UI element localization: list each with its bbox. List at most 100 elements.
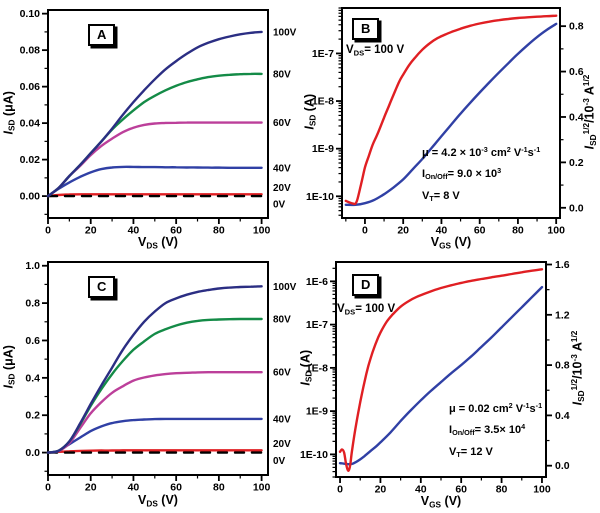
output-plot-a: 0 20 40 60 80 100 0.00 0.02 0.04 0.06 0.08 0.10 20V 0… <box>20 8 297 237</box>
curve-label-60V: 60V <box>273 368 291 379</box>
transfer-plot-b: 0 20 40 60 80 100 1E-7 1E-8 1E-9 1E-10 0.0 0.2 0.4 0.… <box>306 7 584 237</box>
y-tick-label: 0.0 <box>25 447 40 459</box>
x-tick-label: 60 <box>474 225 486 237</box>
right-y-tick-label: 0.6 <box>569 66 584 78</box>
x-tick-label: 20 <box>85 225 97 237</box>
x-tick-label: 40 <box>415 484 427 496</box>
transfer-plot-d: 0 20 40 60 80 100 1E-6 1E-7 1E-8 1E-9 1E-10 0.0 0.4 0… <box>300 259 570 496</box>
x-tick-label: 0 <box>362 225 368 237</box>
right-y-tick-label: 0.8 <box>569 21 584 33</box>
x-tick-label: 20 <box>85 482 97 494</box>
x-axis-label-a: VDS (V) <box>138 235 178 251</box>
x-tick-label: 100 <box>533 484 551 496</box>
output-plot-c: 0 20 40 60 80 100 0.0 0.2 0.4 0.6 0.8 1.0 20V 0V 40V 60… <box>25 260 297 494</box>
x-tick-label: 60 <box>455 484 467 496</box>
device-parameters-d: μ = 0.02 cm2 V-1s-1 IOn/Off= 3.5× 104 VT… <box>449 397 542 465</box>
curve-label-20V: 20V <box>273 439 291 450</box>
x-tick-label: 40 <box>128 482 140 494</box>
x-tick-label: 0 <box>45 225 51 237</box>
curve-80V <box>46 317 263 454</box>
x-tick-label: 80 <box>213 482 225 494</box>
right-y-tick-label: 0.8 <box>555 360 570 372</box>
plot-frame <box>47 9 269 219</box>
curve-ISD-log <box>338 268 544 472</box>
x-axis-label-d: VGS (V) <box>420 494 462 510</box>
panel-d-transfer-characteristics: 0 20 40 60 80 100 1E-6 1E-7 1E-8 1E-9 1E-10 0.0 0.4 0… <box>298 256 600 513</box>
curve-sqrt-ISD <box>338 285 544 466</box>
curve-100V <box>46 285 263 454</box>
vds-annotation-d: VDS= 100 V <box>337 303 396 317</box>
x-tick-label: 0 <box>337 484 343 496</box>
y-tick-label: 0.4 <box>25 372 40 384</box>
y-tick-label: 1E-10 <box>306 191 334 203</box>
panel-letter-d: D <box>352 274 380 296</box>
curve-sqrt-ISD <box>344 22 558 207</box>
panel-b-transfer-characteristics: 0 20 40 60 80 100 1E-7 1E-8 1E-9 1E-10 0.0 0.2 0.4 0.… <box>300 0 600 256</box>
curve-40V <box>46 165 263 198</box>
x-tick-label: 60 <box>170 225 182 237</box>
on-off-ratio-d: IOn/Off= 3.5× 104 <box>449 422 526 438</box>
curve-40V <box>46 417 263 454</box>
panel-letter-b: B <box>352 18 380 40</box>
panel-c-output-characteristics: 0 20 40 60 80 100 0.0 0.2 0.4 0.6 0.8 1.0 20V 0V 40V 60… <box>0 256 300 513</box>
curve-label-40V: 40V <box>273 163 291 174</box>
curve-label-0V: 0V <box>273 200 286 211</box>
right-y-tick-label: 0.0 <box>569 202 584 214</box>
vds-annotation-b: VDS= 100 V <box>346 44 405 58</box>
x-tick-label: 0 <box>45 482 51 494</box>
mobility-value-d: μ = 0.02 cm2 V-1s-1 <box>449 401 543 415</box>
right-y-tick-label: 0.4 <box>555 410 570 422</box>
curve-60V <box>46 121 263 198</box>
panel-letter-c: C <box>88 276 116 298</box>
plot-frame <box>47 261 269 476</box>
x-axis-label-c: VDS (V) <box>138 493 178 509</box>
x-tick-label: 80 <box>496 484 508 496</box>
y-tick-label: 0.06 <box>20 81 41 93</box>
y-axis-label-a: ISD (μA) <box>1 91 17 135</box>
y-tick-label: 1E-9 <box>312 143 334 155</box>
curve-20V <box>46 449 263 454</box>
curve-label-100V: 100V <box>273 282 297 293</box>
right-y-tick-label: 0.2 <box>569 157 584 169</box>
y-tick-label: 1E-10 <box>300 449 328 461</box>
y-tick-label: 0.6 <box>25 335 40 347</box>
curve-100V <box>46 30 263 198</box>
right-y-axis-label-d: ISD1/2/10-3 A1/2 <box>570 330 586 406</box>
y-tick-label: 1E-6 <box>306 276 328 288</box>
y-tick-label: 1.0 <box>25 260 40 272</box>
y-axis-label-d: ISD (A) <box>298 349 314 386</box>
y-tick-label: 0.08 <box>20 45 41 57</box>
y-tick-label: 0.00 <box>20 191 41 203</box>
x-tick-label: 80 <box>213 225 225 237</box>
y-tick-label: 0.04 <box>20 118 41 130</box>
y-tick-label: 1E-9 <box>306 406 328 418</box>
right-y-axis-label-b: ISD1/2/10-3 A1/2 <box>582 74 598 150</box>
curve-label-80V: 80V <box>273 69 291 80</box>
y-axis-label-b: ISD (A) <box>302 93 318 130</box>
curve-label-40V: 40V <box>273 414 291 425</box>
mobility-value-b: μ = 4.2 × 10-3 cm2 V-1s-1 <box>422 145 541 159</box>
y-tick-label: 0.2 <box>25 410 40 422</box>
y-tick-label: 1E-8 <box>306 362 328 374</box>
curve-label-20V: 20V <box>273 183 291 194</box>
right-y-tick-label: 1.6 <box>555 259 570 271</box>
threshold-voltage-b: VT= 8 V <box>422 190 460 204</box>
curve-ISD-log <box>344 14 558 206</box>
curve-20V <box>46 193 263 198</box>
x-tick-label: 100 <box>253 482 271 494</box>
x-tick-label: 100 <box>547 225 565 237</box>
right-y-tick-label: 0.4 <box>569 111 584 123</box>
plot-frame <box>341 7 561 219</box>
curve-label-60V: 60V <box>273 118 291 129</box>
y-tick-label: 1E-7 <box>306 319 328 331</box>
x-tick-label: 40 <box>436 225 448 237</box>
y-axis-label-c: ISD (μA) <box>1 345 17 389</box>
curve-label-80V: 80V <box>273 314 291 325</box>
x-tick-label: 80 <box>512 225 524 237</box>
x-axis-label-b: VGS (V) <box>430 235 472 251</box>
right-y-tick-label: 0.0 <box>555 460 570 472</box>
x-tick-label: 100 <box>253 225 271 237</box>
y-tick-label: 1E-8 <box>312 96 334 108</box>
x-tick-label: 60 <box>170 482 182 494</box>
